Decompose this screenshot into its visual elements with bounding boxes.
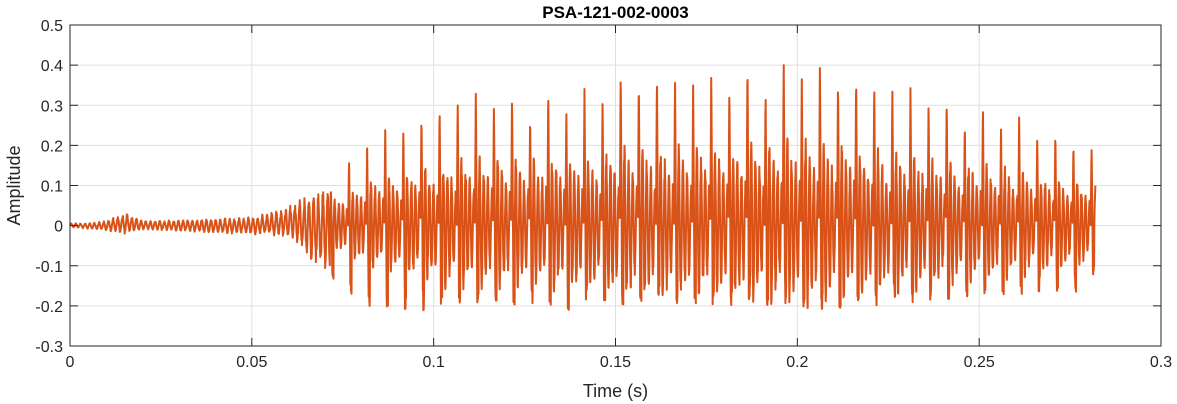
y-tick-label: -0.1 (35, 259, 63, 276)
x-tick-label: 0.1 (423, 354, 445, 371)
y-tick-label: 0.1 (41, 179, 63, 196)
y-tick-label: 0.3 (41, 98, 63, 115)
x-axis-label: Time (s) (583, 381, 648, 401)
y-tick-label: 0.2 (41, 138, 63, 155)
y-axis-label: Amplitude (4, 145, 24, 225)
x-tick-label: 0.15 (600, 354, 631, 371)
y-tick-labels: -0.3 -0.2 -0.1 0 0.1 0.2 0.3 0.4 0.5 (35, 18, 63, 356)
y-tick-label: 0.4 (41, 58, 63, 75)
x-tick-label: 0.3 (1150, 354, 1172, 371)
data-layer (69, 64, 1097, 312)
x-tick-label: 0.05 (236, 354, 267, 371)
waveform-line (69, 64, 1097, 312)
y-tick-label: -0.3 (35, 339, 63, 356)
tick-marks (69, 24, 1162, 347)
y-tick-label: 0.5 (41, 18, 63, 35)
chart-title: PSA-121-002-0003 (542, 3, 688, 22)
x-tick-label: 0.2 (786, 354, 808, 371)
y-tick-label: 0 (54, 219, 63, 236)
x-tick-labels: 0 0.05 0.1 0.15 0.2 0.25 0.3 (66, 354, 1173, 371)
x-tick-label: 0.25 (964, 354, 995, 371)
y-tick-label: -0.2 (35, 299, 63, 316)
x-tick-label: 0 (66, 354, 75, 371)
